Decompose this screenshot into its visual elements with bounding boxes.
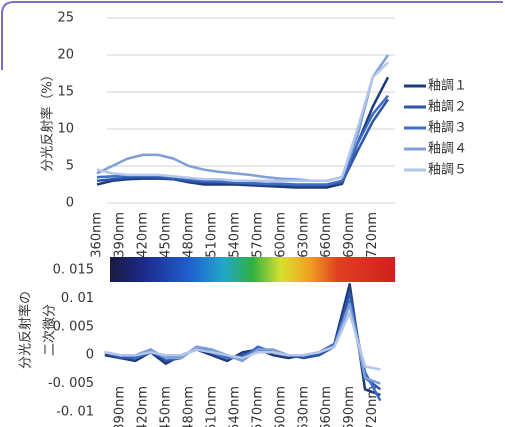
x-tick-label: 720nm <box>365 386 380 427</box>
legend-label: 釉調５ <box>428 163 467 178</box>
y-axis-label: 分光反射率の <box>18 291 34 369</box>
y-tick-label: 5 <box>66 159 74 174</box>
y-tick-label: 0. 015 <box>53 263 94 278</box>
series-line <box>104 302 381 385</box>
x-tick-label: 420nm <box>135 212 150 258</box>
x-tick-label: 450nm <box>158 212 173 258</box>
x-tick-label: 450nm <box>158 386 173 427</box>
x-tick-label: 690nm <box>342 386 357 427</box>
y-tick-label: 0. 005 <box>53 319 94 334</box>
x-tick-label: 390nm <box>112 386 127 427</box>
x-tick-label: 600nm <box>273 386 288 427</box>
y-tick-label: 25 <box>57 11 74 26</box>
x-tick-label: 510nm <box>204 386 219 427</box>
x-tick-label: 720nm <box>365 212 380 258</box>
y-tick-label: 0 <box>86 348 94 363</box>
x-tick-label: 690nm <box>342 212 357 258</box>
legend-label: 釉調３ <box>428 121 467 136</box>
x-tick-label: 510nm <box>204 212 219 258</box>
legend-label: 釉調４ <box>428 142 467 157</box>
x-tick-label: 420nm <box>135 386 150 427</box>
series-line <box>96 76 390 189</box>
x-tick-label: 570nm <box>250 212 265 258</box>
y-tick-label: 15 <box>57 85 74 100</box>
y-tick-label: 0 <box>66 196 74 211</box>
x-tick-label: 480nm <box>181 212 196 258</box>
y-tick-label: 20 <box>57 48 74 63</box>
legend-label: 釉調１ <box>428 79 467 94</box>
x-tick-label: 600nm <box>273 212 288 258</box>
y-axis-label: 分光反射率（%） <box>40 68 56 171</box>
y-tick-label: 10 <box>57 122 74 137</box>
x-tick-label: 540nm <box>227 212 242 258</box>
x-tick-label: 540nm <box>227 386 242 427</box>
legend-label: 釉調２ <box>428 100 467 115</box>
frame <box>1 1 503 70</box>
y-tick-label: 0. 01 <box>61 291 94 306</box>
series-line <box>104 291 382 391</box>
series-line <box>96 61 389 183</box>
x-tick-label: 360nm <box>90 212 105 258</box>
y-tick-label: -0. 01 <box>56 404 94 419</box>
series-line <box>96 54 390 183</box>
y-tick-label: -0. 005 <box>48 376 94 391</box>
x-tick-label: 480nm <box>181 386 196 427</box>
spectrum-bar <box>110 257 395 282</box>
x-tick-label: 660nm <box>319 386 334 427</box>
x-tick-label: 660nm <box>319 212 334 258</box>
series-line <box>104 311 381 371</box>
x-tick-label: 570nm <box>250 386 265 427</box>
y-axis-label: 二次微分 <box>42 304 58 356</box>
x-tick-label: 390nm <box>112 212 127 258</box>
x-tick-label: 630nm <box>296 386 311 427</box>
x-tick-label: 630nm <box>296 212 311 258</box>
